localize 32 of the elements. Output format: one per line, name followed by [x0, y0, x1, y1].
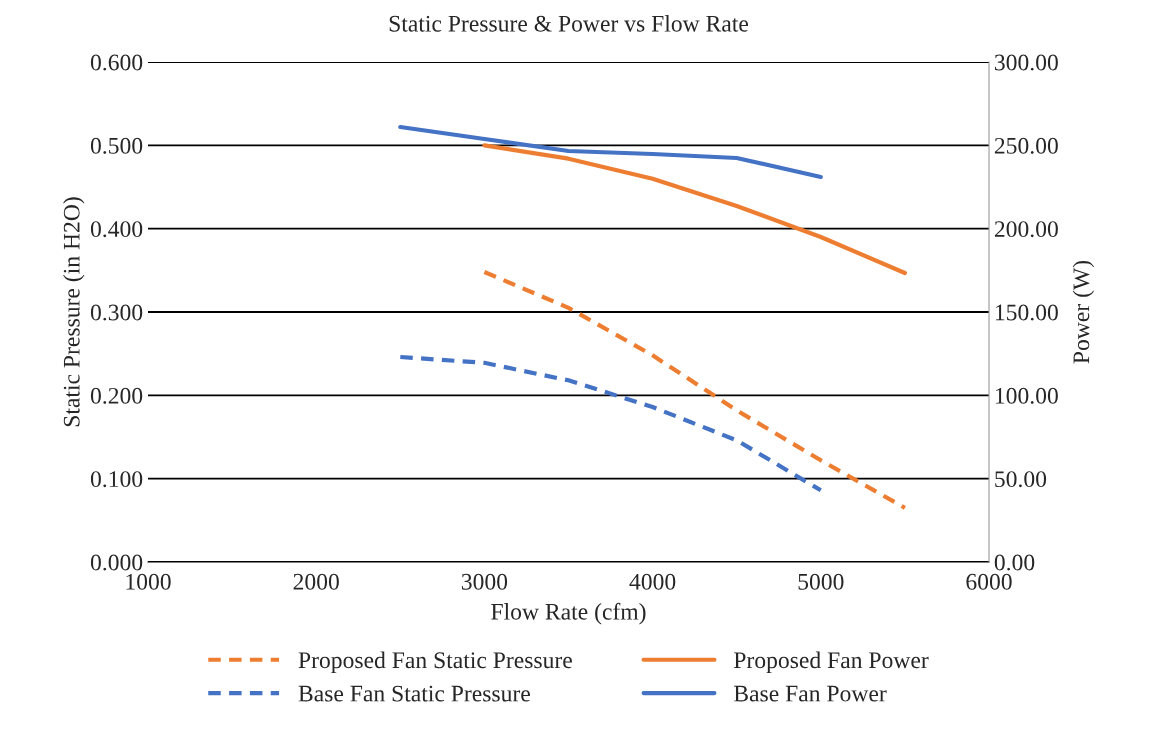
- y2-tick-label: 50.00: [995, 471, 1047, 488]
- x-tick-label: 1000: [126, 573, 171, 590]
- y2-tick-label: 100.00: [995, 387, 1058, 404]
- y-tick-label: 0.000: [90, 554, 143, 571]
- x-tick-label: 2000: [293, 573, 339, 590]
- y2-tick-label: 300.00: [994, 54, 1058, 71]
- x-tick-label: 4000: [629, 573, 676, 590]
- x-axis-title: Flow Rate (cfm): [491, 602, 646, 625]
- y2-tick-label: 0.00: [994, 554, 1035, 571]
- line-series: [398, 124, 823, 180]
- line-series: [482, 269, 907, 510]
- line-series: [398, 354, 823, 493]
- chart-title: Static Pressure & Power vs Flow Rate: [389, 15, 749, 32]
- y-tick-label: 0.300: [90, 304, 143, 321]
- y2-axis-title: Power (W): [1072, 260, 1095, 364]
- x-tick-label: 3000: [461, 573, 508, 590]
- y2-tick-label: 200.00: [994, 221, 1058, 238]
- y-tick-label: 0.100: [90, 471, 143, 488]
- legend-label: Proposed Fan Static Pressure: [298, 651, 572, 673]
- x-tick-label: 5000: [798, 573, 844, 590]
- y-tick-label: 0.500: [90, 137, 143, 154]
- legend-label: Base Fan Static Pressure: [298, 685, 530, 702]
- legend-label: Base Fan Power: [733, 685, 887, 702]
- line-series: [482, 143, 907, 276]
- y-tick-label: 0.200: [90, 387, 143, 404]
- y2-tick-label: 250.00: [994, 137, 1058, 154]
- y-axis-title: Static Pressure (in H2O): [63, 197, 85, 427]
- x-tick-label: 6000: [966, 573, 1012, 590]
- y2-tick-label: 150.00: [995, 304, 1058, 321]
- legend-label: Proposed Fan Power: [733, 651, 929, 673]
- y-tick-label: 0.600: [90, 54, 143, 71]
- y-tick-label: 0.400: [90, 221, 143, 238]
